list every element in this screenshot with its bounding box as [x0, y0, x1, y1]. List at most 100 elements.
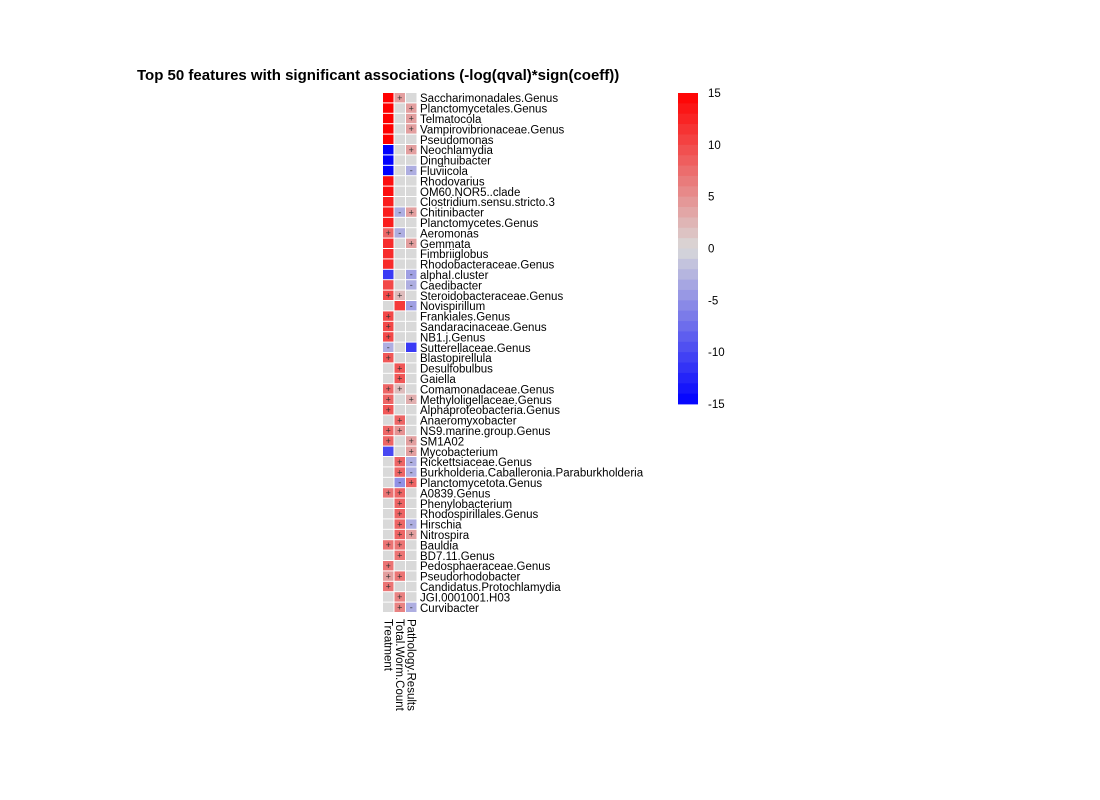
cell-symbol: -	[410, 467, 413, 477]
heatmap-cell	[394, 477, 405, 488]
cell-symbol: -	[410, 301, 413, 311]
colorbar-step	[678, 310, 698, 322]
heatmap-cell	[406, 124, 417, 134]
cell-symbol: -	[398, 207, 401, 217]
colorbar-tick-label: 5	[708, 192, 714, 204]
cell-symbol: +	[409, 207, 414, 217]
heatmap-cell	[406, 301, 417, 311]
colorbar-step	[678, 227, 698, 239]
colorbar-step	[678, 393, 698, 405]
heatmap-cell	[394, 498, 405, 508]
cell-symbol: -	[410, 457, 413, 467]
heatmap-cell	[406, 540, 417, 550]
row-label: BD7.11.Genus	[420, 551, 495, 563]
heatmap-cell	[406, 425, 417, 436]
heatmap-cell	[406, 477, 417, 488]
colorbar-step	[678, 362, 698, 374]
row-label: Telmatocola	[420, 114, 482, 126]
heatmap-cell	[383, 457, 394, 467]
row-label: Frankiales.Genus	[420, 312, 510, 324]
colorbar-step	[678, 238, 698, 249]
heatmap-cell	[406, 592, 417, 602]
heatmap-cell	[394, 259, 405, 269]
heatmap-cell	[394, 540, 405, 550]
heatmap-cell	[383, 113, 394, 124]
cell-symbol: +	[386, 322, 391, 332]
row-label: A0839.Genus	[420, 488, 491, 500]
row-label: Comamonadaceae.Genus	[420, 384, 554, 396]
colorbar-step	[678, 248, 698, 260]
row-label: Pseudorhodobacter	[420, 572, 521, 584]
heatmap-cell	[406, 436, 417, 446]
row-label: Burkholderia.Caballeronia.Paraburkholder…	[420, 468, 644, 480]
row-label: Vampirovibrionaceae.Genus	[420, 124, 565, 136]
heatmap-cell	[406, 602, 417, 612]
row-label: Sandaracinaceae.Genus	[420, 322, 547, 334]
heatmap-cell	[406, 446, 417, 456]
heatmap-cell	[394, 457, 405, 467]
cell-symbol: +	[409, 145, 414, 155]
heatmap-cell	[383, 467, 394, 477]
heatmap-cell	[394, 155, 405, 165]
heatmap-cell	[406, 280, 417, 290]
row-label: JGI.0001001.H03	[420, 592, 510, 604]
cell-symbol: +	[397, 551, 402, 561]
heatmap-cell	[406, 332, 417, 342]
heatmap-cell	[383, 540, 394, 550]
row-label: NB1.j.Genus	[420, 332, 485, 344]
heatmap-cell	[394, 332, 405, 342]
cell-symbol: +	[409, 478, 414, 488]
heatmap-cell	[383, 581, 394, 592]
cell-symbol: -	[410, 519, 413, 529]
cell-symbol: +	[386, 436, 391, 446]
heatmap-cell	[383, 509, 394, 519]
heatmap-cell	[394, 529, 405, 540]
cell-symbol: +	[386, 228, 391, 238]
heatmap-cell	[394, 165, 405, 176]
cell-symbol: +	[409, 436, 414, 446]
cell-symbol: +	[409, 530, 414, 540]
heatmap-cell	[383, 353, 394, 363]
row-label: Gemmata	[420, 239, 471, 251]
colorbar-step	[678, 331, 698, 343]
row-label: Bauldia	[420, 540, 459, 552]
heatmap-cell	[383, 446, 394, 456]
cell-symbol: +	[397, 291, 402, 301]
heatmap-cell	[383, 124, 394, 134]
colorbar-tick-label: 15	[708, 88, 721, 100]
heatmap-cell	[383, 103, 394, 113]
heatmap-cell	[406, 342, 417, 352]
cell-symbol: +	[386, 426, 391, 436]
heatmap-cell	[406, 269, 417, 280]
colorbar-step	[678, 383, 698, 395]
cell-symbol: -	[410, 270, 413, 280]
row-label: Nitrospira	[420, 530, 470, 542]
heatmap-cell	[394, 446, 405, 456]
heatmap-cell	[383, 301, 394, 311]
heatmap-cell	[383, 498, 394, 508]
colorbar-step	[678, 300, 698, 312]
heatmap-cell	[406, 259, 417, 269]
row-label: Fluviicola	[420, 166, 469, 178]
heatmap-cell	[383, 145, 394, 155]
heatmap-cell	[406, 134, 417, 144]
cell-symbol: +	[386, 540, 391, 550]
heatmap-cell	[406, 353, 417, 363]
colorbar-step	[678, 113, 698, 125]
heatmap-cell	[406, 394, 417, 404]
cell-symbol: +	[397, 457, 402, 467]
heatmap-cell	[394, 488, 405, 498]
heatmap-cell	[394, 269, 405, 280]
heatmap-cell	[394, 561, 405, 571]
heatmap-cell	[394, 217, 405, 228]
heatmap-cell	[383, 155, 394, 165]
heatmap-cell	[406, 457, 417, 467]
heatmap-cell	[383, 394, 394, 404]
cell-symbol: +	[409, 239, 414, 249]
heatmap-cell	[383, 425, 394, 436]
cell-symbol: +	[397, 603, 402, 613]
heatmap-cell	[383, 592, 394, 602]
heatmap-cell	[383, 290, 394, 300]
row-label: Caedibacter	[420, 280, 482, 292]
